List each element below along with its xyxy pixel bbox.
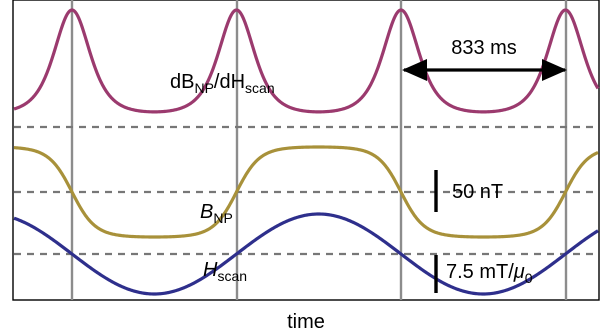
scalebar-hscan-sub: 0: [525, 270, 533, 286]
dashed-baselines: [14, 125, 598, 256]
series-label-dbdh-a: dB: [170, 71, 194, 93]
scalebar-hscan-mu: μ: [513, 261, 525, 283]
series-label-hscan-a: H: [203, 259, 218, 281]
series-curve-hscan: [13, 212, 599, 296]
vertical-grid: [70, 0, 568, 300]
series-label-hscan: Hscan: [203, 259, 247, 284]
series-label-hscan-sub: scan: [217, 268, 247, 284]
series-curve-bnp: [13, 145, 599, 239]
period-marker: 833 ms: [402, 37, 567, 81]
series-label-bnp-sub: NP: [213, 210, 232, 226]
period-arrowhead-left: [402, 59, 427, 81]
scalebar-bnp-label: 50 nT: [452, 181, 503, 203]
series-label-dbdh: dBNP/dHscan: [170, 71, 275, 96]
series-label-bnp: BNP: [200, 201, 233, 226]
period-label: 833 ms: [451, 37, 517, 59]
plot-frame: [12, 0, 600, 301]
scalebar-hscan-unit: 7.5 mT/: [446, 261, 514, 283]
series-label-bnp-a: B: [200, 201, 213, 223]
period-arrowhead-right: [542, 59, 567, 81]
series-label-dbdh-sub2: scan: [245, 80, 275, 96]
series-curves: [13, 8, 600, 296]
scalebar-hscan-label: 7.5 mT/μ0: [446, 261, 533, 286]
series-label-dbdh-b: /dH: [214, 71, 245, 93]
series-curve-dbdh: [13, 8, 600, 114]
series-label-dbdh-sub1: NP: [194, 80, 213, 96]
x-axis-label: time: [287, 311, 325, 333]
